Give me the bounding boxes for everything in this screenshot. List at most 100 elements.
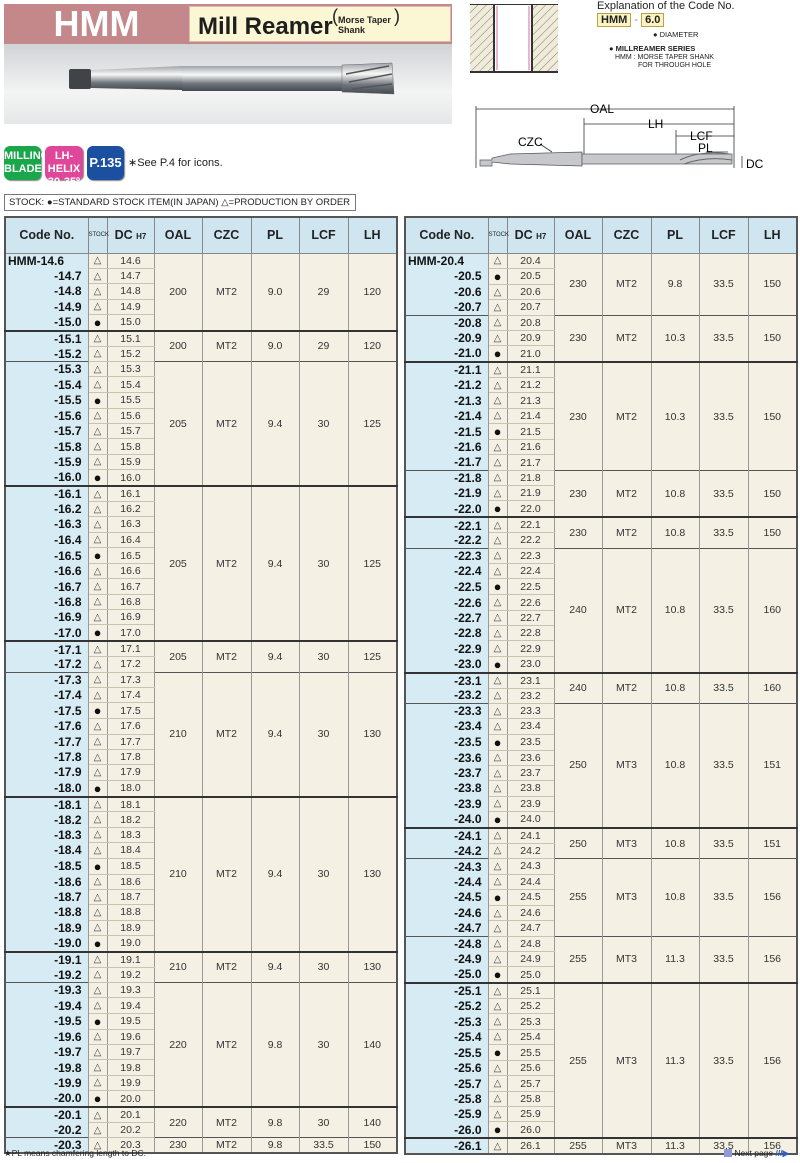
table-row: -17.2 △ 17.2 — [4, 656, 397, 673]
code-no: -18.0 — [4, 780, 89, 797]
pl-value: 9.8 — [650, 253, 700, 316]
dc-value: 21.5 — [506, 423, 555, 441]
series-code-box: HMM — [597, 13, 632, 27]
dc-value: 23.3 — [506, 702, 555, 720]
pl-value: 10.8 — [650, 826, 700, 859]
table-row: -25.8 △ 25.8 — [404, 1091, 797, 1108]
code-no: -23.5 — [404, 734, 489, 751]
table-row: -19.6 △ 19.6 — [4, 1029, 397, 1046]
code-no: -17.1 — [4, 640, 89, 657]
code-no: -15.1 — [4, 329, 89, 347]
stock-indicator: △ — [87, 376, 108, 393]
col-czc: CZC — [601, 216, 652, 254]
czc-value: MT2 — [201, 1106, 252, 1138]
series-desc: HMM : MORSE TAPER SHANK — [615, 54, 714, 61]
table-row: -22.5 ● 22.5 — [404, 578, 797, 596]
czc-value: MT2 — [201, 361, 252, 487]
stock-indicator: △ — [87, 904, 108, 921]
table-row: -24.5 ● 24.5 — [404, 889, 797, 906]
dc-value: 20.8 — [506, 314, 555, 331]
lh-value: 140 — [347, 982, 398, 1108]
code-no: -20.8 — [404, 314, 489, 331]
spec-table-left: Code No. STOCK DC H7 OAL CZC PL LCF LH HMM-14.6 △… — [4, 216, 398, 1155]
stock-indicator: △ — [87, 594, 108, 611]
stock-indicator: △ — [487, 547, 508, 565]
stock-indicator: △ — [87, 718, 108, 735]
code-no: -16.6 — [4, 563, 89, 579]
code-no: -17.2 — [4, 656, 89, 673]
stock-indicator: △ — [487, 361, 508, 379]
table-row: -17.9 △ 17.9 — [4, 764, 397, 781]
code-no: -25.2 — [404, 998, 489, 1014]
stock-indicator: △ — [487, 284, 508, 301]
code-no: -15.5 — [4, 392, 89, 409]
next-page-link[interactable]: Next page ///▶ — [724, 1148, 789, 1159]
code-no: -21.2 — [404, 377, 489, 393]
oal-value: 255 — [553, 1137, 603, 1155]
code-no: -25.8 — [404, 1091, 489, 1107]
table-row: -20.6 △ 20.6 — [404, 284, 797, 301]
lcf-value: 33.5 — [698, 516, 749, 549]
dc-value: 14.9 — [106, 299, 155, 315]
dc-value: 20.3 — [106, 1137, 155, 1154]
dc-value: 17.0 — [106, 624, 155, 642]
oal-value: 230 — [553, 314, 603, 363]
dc-value: 16.8 — [106, 594, 155, 611]
dc-value: 25.0 — [506, 966, 555, 984]
series-code: HMM — [53, 3, 140, 44]
code-no: -20.0 — [4, 1090, 89, 1108]
code-no: -19.2 — [4, 967, 89, 983]
czc-value: MT2 — [601, 469, 652, 518]
stock-indicator: △ — [487, 408, 508, 425]
table-row: -17.4 △ 17.4 — [4, 687, 397, 704]
dc-value: 25.4 — [506, 1029, 555, 1046]
code-explanation: Explanation of the Code No. HMM - 6.0 ● … — [597, 0, 735, 69]
stock-indicator: △ — [87, 346, 108, 363]
stock-indicator: △ — [487, 439, 508, 456]
stock-indicator: ● — [87, 547, 108, 564]
code-no: -24.2 — [404, 843, 489, 859]
col-dc: DC H7 — [506, 216, 555, 254]
dc-value: 18.3 — [106, 827, 155, 844]
dc-value: 25.9 — [506, 1106, 555, 1123]
dc-value: 21.3 — [506, 392, 555, 409]
oal-value: 210 — [153, 795, 203, 952]
table-row: -21.0 ● 21.0 — [404, 345, 797, 363]
czc-value: MT3 — [601, 702, 652, 828]
table-row: -23.3 △ 23.3 250 MT3 10.8 33.5 151 — [404, 702, 798, 828]
code-no: -21.1 — [404, 361, 489, 378]
stock-indicator: △ — [87, 1075, 108, 1092]
product-photo — [4, 44, 452, 124]
dc-value: 23.1 — [506, 671, 555, 689]
milling-blade-icon: MILLING BLADE — [4, 146, 49, 180]
table-row: -21.2 △ 21.2 — [404, 377, 797, 394]
code-no: -21.3 — [404, 392, 489, 409]
code-no: -14.8 — [4, 283, 89, 300]
header-row: Code No. STOCK DC H7 OAL CZC PL LCF LH — [404, 216, 798, 254]
table-row: -25.7 △ 25.7 — [404, 1075, 797, 1092]
stock-indicator: ● — [487, 656, 508, 674]
code-no: -26.1 — [404, 1137, 489, 1155]
table-row: -25.1 △ 25.1 255 MT3 11.3 33.5 156 — [404, 982, 798, 1139]
stock-indicator: ● — [87, 780, 108, 798]
czc-value: MT2 — [201, 640, 252, 673]
pl-value: 9.4 — [250, 640, 300, 673]
lh-value: 156 — [747, 1137, 798, 1155]
dc-value: 15.7 — [106, 423, 155, 440]
stock-indicator: △ — [87, 1044, 108, 1061]
table-row: -17.6 △ 17.6 — [4, 718, 397, 735]
stock-indicator: ● — [487, 811, 508, 829]
code-no: -20.3 — [4, 1137, 89, 1154]
code-no: -22.1 — [404, 516, 489, 533]
czc-value: MT2 — [201, 795, 252, 952]
table-row: -23.8 △ 23.8 — [404, 780, 797, 797]
czc-value: MT2 — [601, 516, 652, 549]
lh-value: 151 — [747, 702, 798, 828]
col-code: Code No. — [404, 216, 489, 254]
page-ref-icon[interactable]: P.135 — [87, 146, 124, 180]
lcf-value: 30 — [298, 982, 349, 1108]
lh-value: 150 — [747, 516, 798, 549]
table-row: -24.4 △ 24.4 — [404, 874, 797, 890]
explanation-title: Explanation of the Code No. — [597, 0, 735, 12]
stock-indicator: △ — [487, 982, 508, 1000]
